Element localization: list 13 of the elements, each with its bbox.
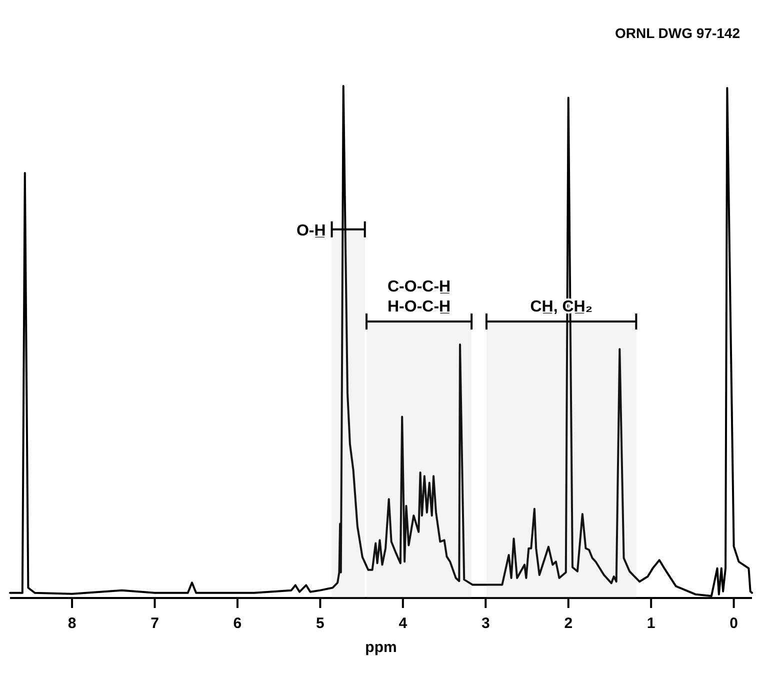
band-label: C-O-C-H̲ H-O-C-H̲ xyxy=(388,278,451,316)
x-tick-label: 4 xyxy=(398,615,408,632)
x-tick-label: 8 xyxy=(68,615,76,632)
band-label: O-H̲ xyxy=(296,222,326,240)
x-tick-label: 6 xyxy=(233,615,242,632)
x-tick-label: 3 xyxy=(481,615,490,632)
x-tick-label: 7 xyxy=(150,615,159,632)
text: ORNL DWG 97-142 xyxy=(615,25,740,41)
x-axis-title: ppm xyxy=(365,639,397,656)
x-tick-label: 5 xyxy=(316,615,324,632)
x-tick-label: 1 xyxy=(646,615,656,632)
x-tick-label: 2 xyxy=(564,615,573,632)
x-tick-label: 0 xyxy=(730,615,738,632)
